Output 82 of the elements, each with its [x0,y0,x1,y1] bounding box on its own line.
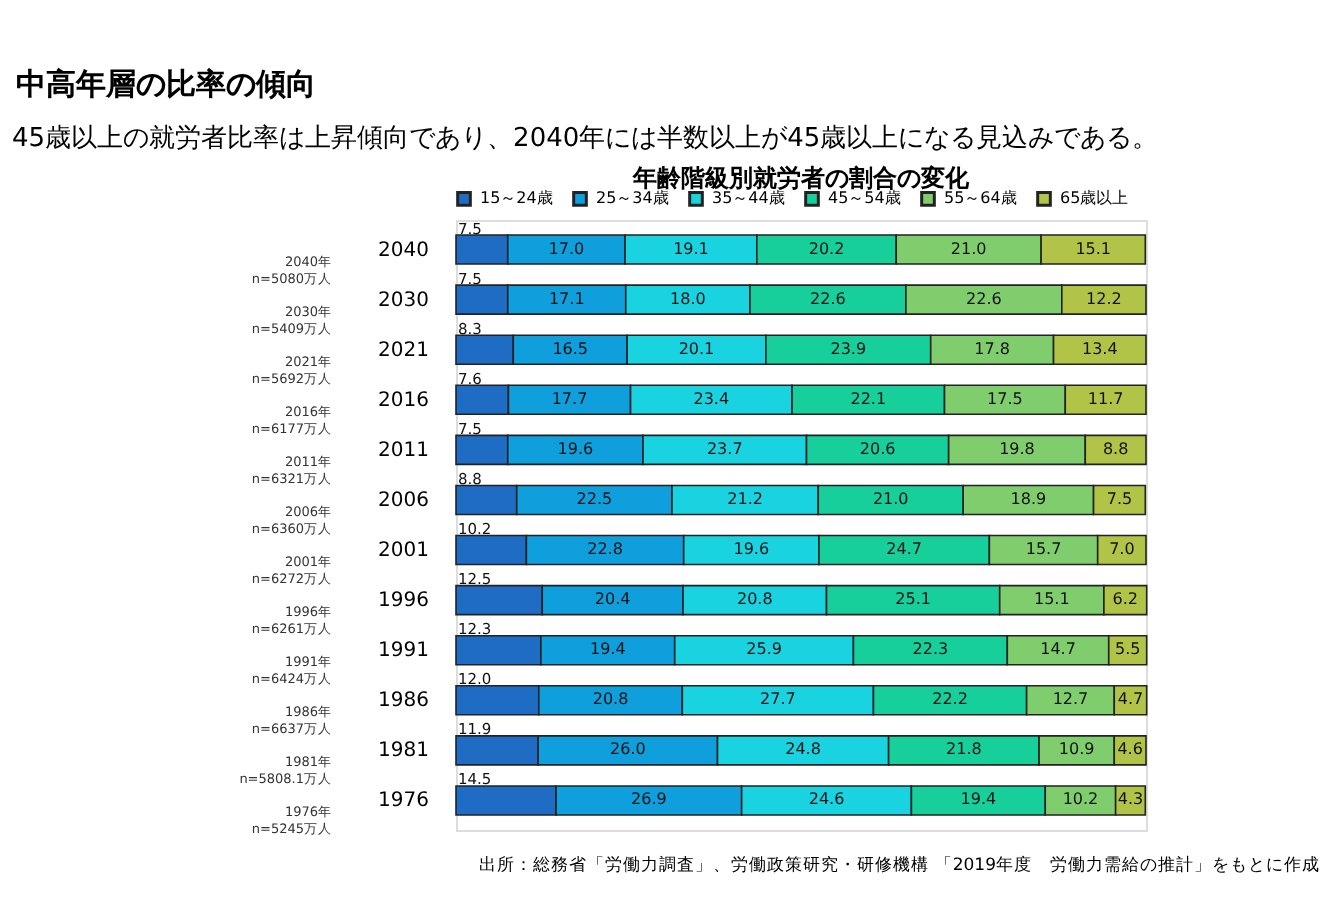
data-label: 21.0 [950,239,987,258]
data-label: 6.2 [1112,590,1139,609]
data-label: 4.3 [1117,790,1144,809]
data-label: 22.3 [912,640,949,659]
data-label: 20.1 [678,339,715,358]
data-label: 26.9 [631,790,667,809]
y-tick-label: 2030 [378,289,429,312]
data-label: 4.6 [1117,740,1143,759]
data-label: 17.0 [548,239,585,258]
data-label: 22.8 [587,540,623,559]
data-label: 25.9 [746,640,782,659]
data-label: 23.9 [830,339,867,358]
data-label: 24.7 [886,540,922,559]
data-label: 17.8 [974,339,1010,358]
data-label: 11.7 [1087,389,1124,408]
data-label: 16.5 [552,339,589,358]
data-label: 20.8 [736,590,773,609]
data-label: 17.5 [987,389,1023,408]
data-label: 22.5 [576,489,613,508]
text: 年齢階級別就労者の割合の変化 [631,164,971,192]
data-label: 19.6 [733,540,770,559]
data-label: 19.6 [557,439,594,458]
data-label: 13.4 [1081,339,1118,358]
y-tick-label: 1981 [378,740,429,763]
data-label: 14.7 [1040,640,1076,659]
legend-label: 65歳以上 [1060,188,1129,207]
text: 出所：総務省「労働力調査」、労働政策研究・研修機構 「2019年度 労働力需給の推計」をもとに作成 [479,854,1320,876]
data-label: 20.2 [808,239,845,258]
legend-label: 35～44歳 [712,188,785,207]
data-label: 23.7 [706,439,743,458]
data-label: 15.7 [1025,540,1062,559]
data-label: 22.1 [850,389,887,408]
y-tick-label: 2011 [378,439,429,462]
data-label: 17.7 [551,389,588,408]
legend-label: 15～24歳 [480,188,553,207]
data-label: 7.5 [1106,489,1133,508]
data-label: 18.9 [1010,489,1047,508]
data-label: 4.7 [1117,690,1144,709]
data-label: 22.6 [810,289,846,308]
data-label: 21.2 [727,489,763,508]
y-tick-label: 1976 [378,790,429,813]
data-label: 12.7 [1052,690,1089,709]
data-label: 21.8 [946,740,982,759]
data-label: 20.8 [592,690,629,709]
y-tick-label: 1991 [378,640,429,663]
data-label: 27.7 [760,690,796,709]
data-label: 21.0 [872,489,909,508]
text: 中高年層の比率の傾向 [16,66,316,102]
y-tick-label: 2040 [378,239,429,262]
data-label: 5.5 [1114,640,1141,659]
data-label: 10.9 [1058,740,1095,759]
data-label: 19.4 [960,790,997,809]
y-tick-label: 1996 [378,590,429,613]
legend-label: 45～54歳 [828,188,901,207]
data-label: 18.0 [670,289,706,308]
data-label: 17.1 [548,289,585,308]
data-label: 20.4 [594,590,631,609]
data-label: 10.2 [1062,790,1099,809]
data-label: 25.1 [895,590,931,609]
data-label: 20.6 [859,439,896,458]
data-label: 24.8 [785,740,821,759]
y-tick-label: 2016 [378,389,429,412]
data-label: 19.1 [673,239,709,258]
y-tick-label: 2021 [378,339,429,362]
data-label: 22.2 [932,690,968,709]
data-label: 22.6 [966,289,1002,308]
legend-label: 25～34歳 [596,188,669,207]
data-label: 19.8 [999,439,1035,458]
legend-label: 55～64歳 [944,188,1017,207]
data-label: 23.4 [693,389,730,408]
data-label: 7.0 [1109,540,1135,559]
y-tick-label: 2001 [378,540,429,563]
chart-subtitle: 45歳以上の就労者比率は上昇傾向であり、2040年には半数以上が45歳以上になる見込みである。 [12,122,1159,154]
data-label: 12.2 [1086,289,1122,308]
data-label: 24.6 [808,790,845,809]
y-tick-label: 1986 [378,690,429,713]
data-label: 15.1 [1075,239,1112,258]
data-label: 15.1 [1034,590,1070,609]
data-label: 8.8 [1102,439,1129,458]
data-label: 19.4 [589,640,626,659]
y-tick-label: 2006 [378,489,429,512]
data-label: 26.0 [610,740,646,759]
